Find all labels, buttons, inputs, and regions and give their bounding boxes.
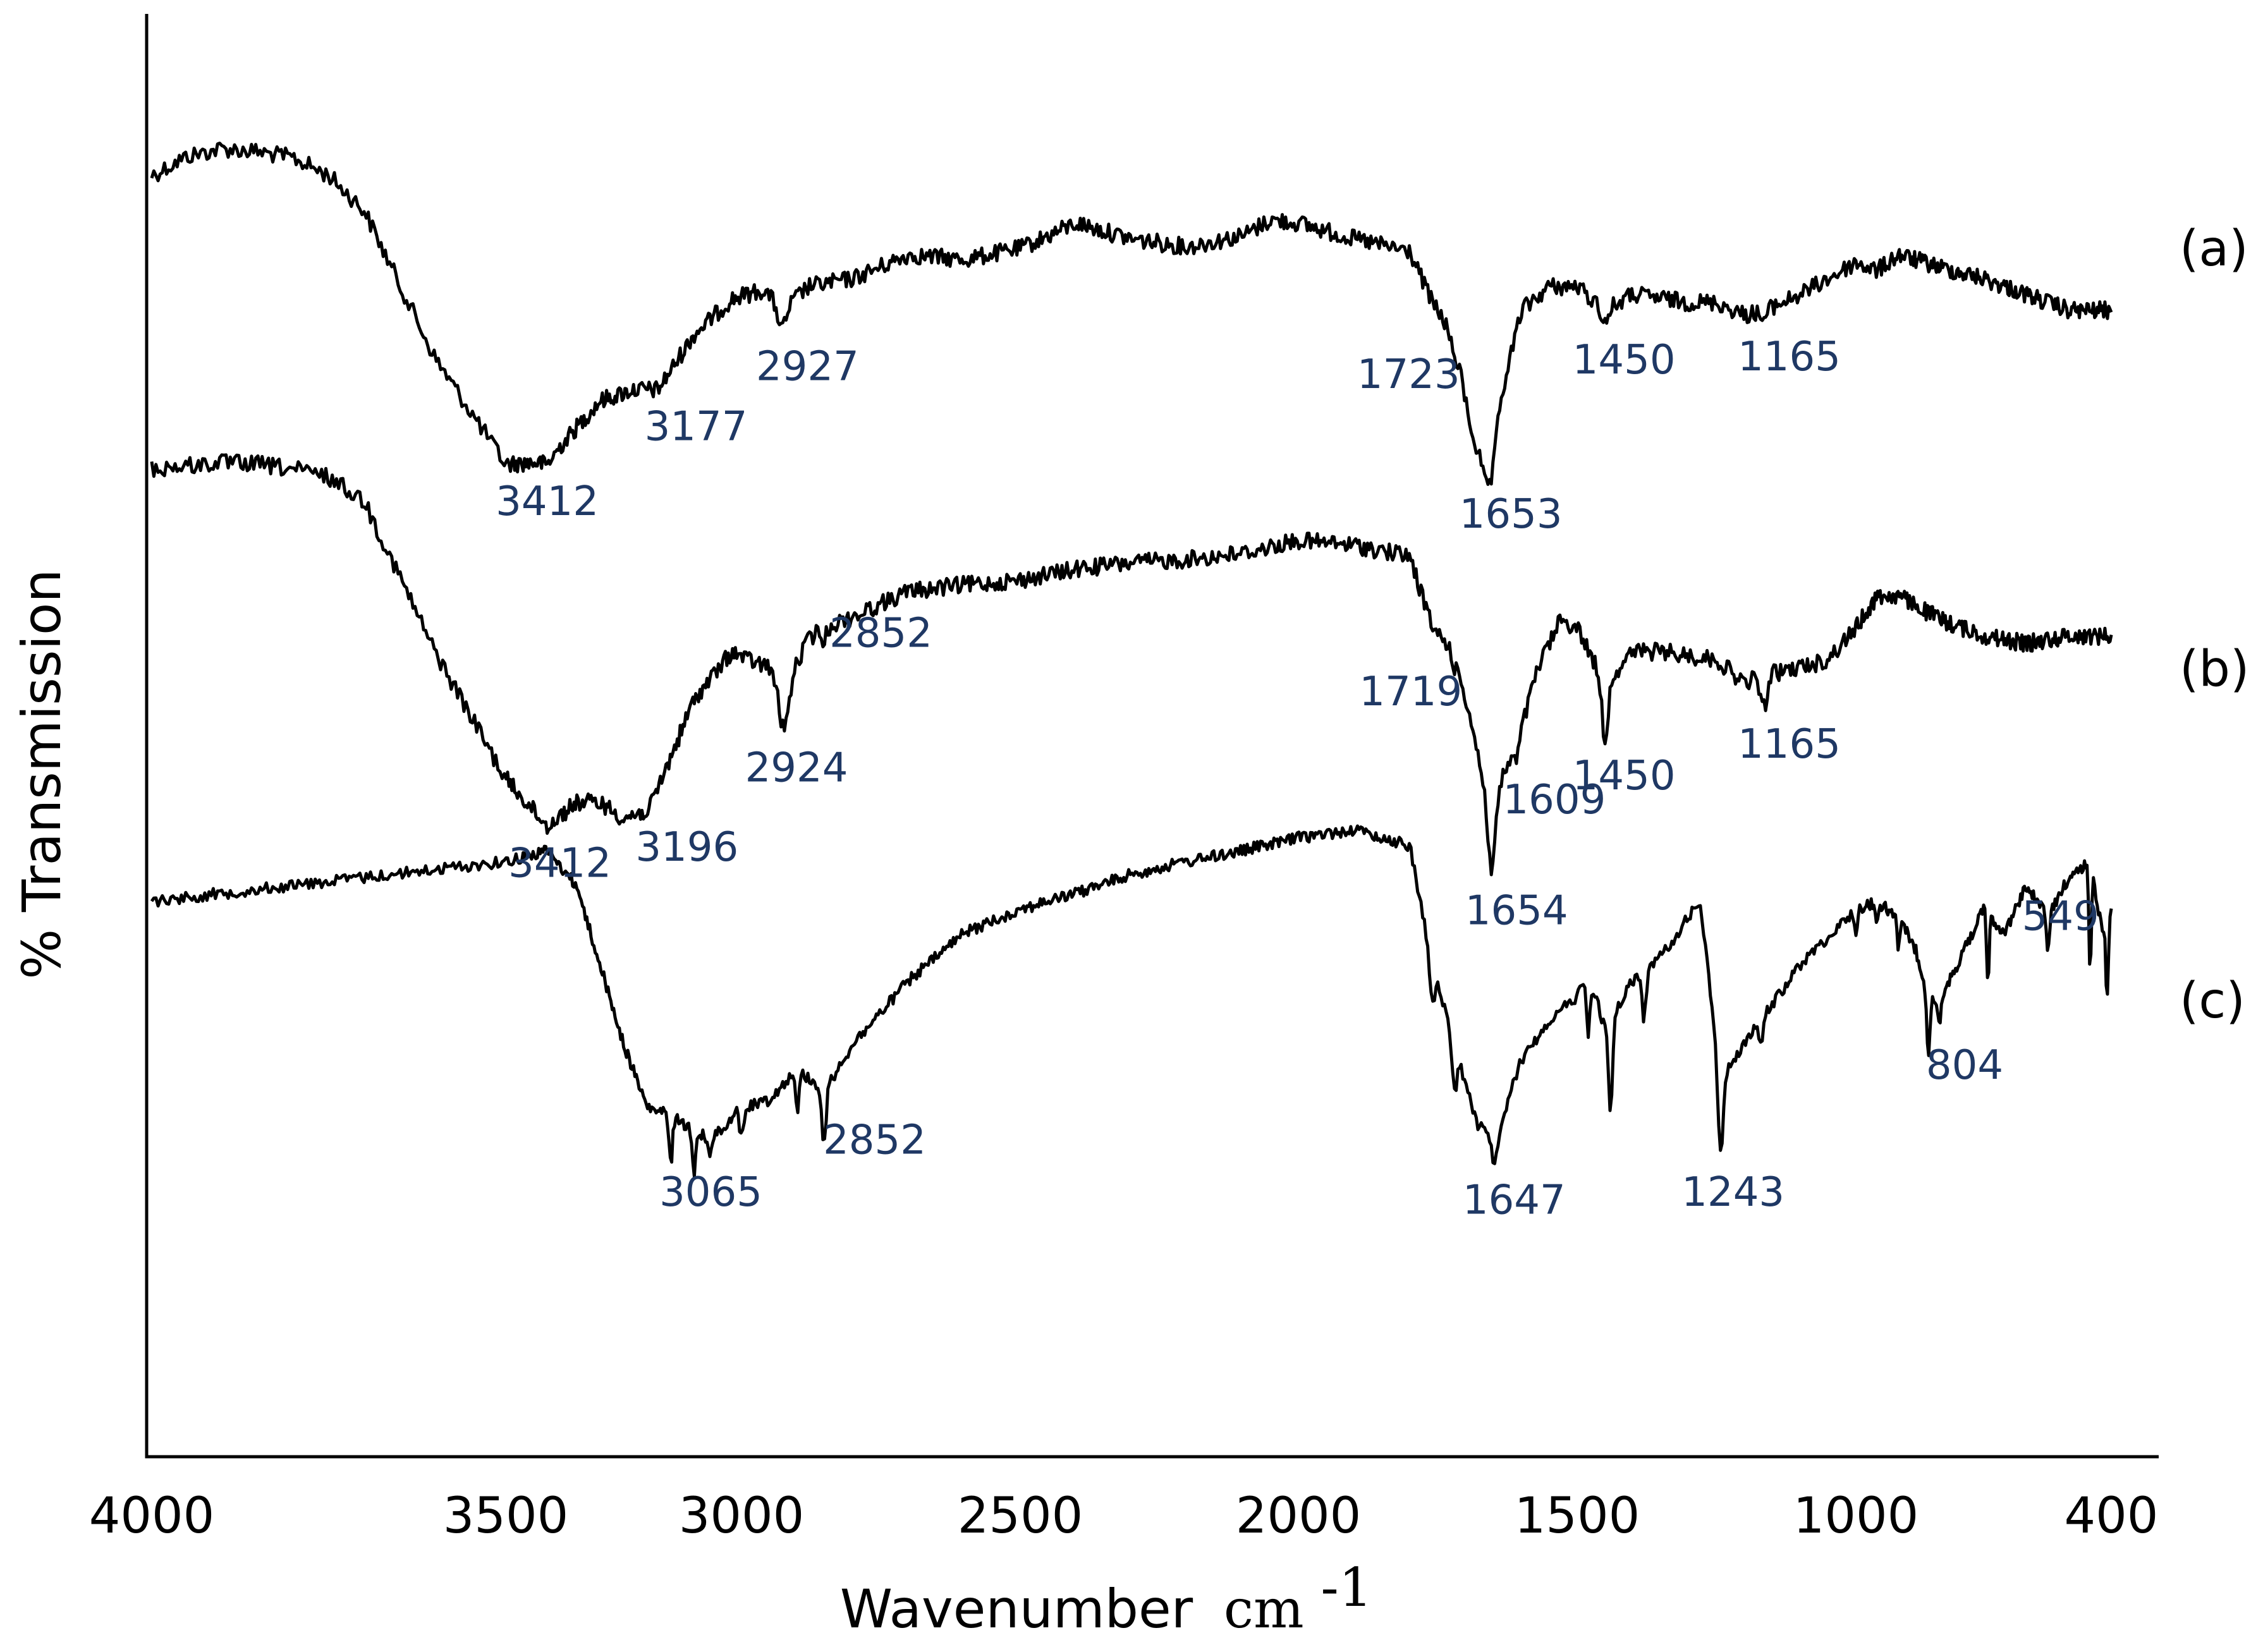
peak-label-c-549: 549 [2022, 893, 2099, 940]
peak-label-b-3196: 3196 [635, 824, 738, 871]
x-tick-label-3500: 3500 [443, 1488, 569, 1545]
x-tick-label-4000: 4000 [89, 1488, 215, 1545]
x-tick-labels: 4000 3500 3000 2500 2000 1500 1000 400 [89, 1488, 2159, 1545]
peak-label-c-2852: 2852 [823, 1117, 926, 1163]
peak-label-b-1654: 1654 [1465, 888, 1568, 935]
peak-label-c-3065: 3065 [659, 1169, 762, 1216]
x-tick-label-2500: 2500 [958, 1488, 1083, 1545]
x-axis-title-text: Wavenumber [840, 1578, 1193, 1640]
x-tick-label-1500: 1500 [1515, 1488, 1640, 1545]
peak-label-a-3177: 3177 [645, 404, 748, 451]
series-label-b: (b) [2180, 641, 2249, 698]
peak-label-c-1647: 1647 [1463, 1177, 1566, 1224]
series-label-c: (c) [2180, 973, 2245, 1029]
peak-label-a-1450: 1450 [1573, 337, 1676, 384]
chart-frame-axis-lines [145, 14, 2159, 1459]
series-label-a: (a) [2180, 221, 2248, 277]
peak-label-b-3412: 3412 [508, 840, 611, 887]
spectrum-line-a [150, 142, 2113, 486]
spectra-series [150, 142, 2113, 1179]
peak-label-b-1719: 1719 [1359, 669, 1462, 715]
peak-label-a-1723: 1723 [1357, 351, 1460, 398]
peak-label-a-1653: 1653 [1460, 491, 1563, 538]
peak-label-b-2852: 2852 [829, 610, 932, 657]
spectrum-line-b [150, 453, 2113, 877]
spectrum-line-c [150, 824, 2113, 1179]
x-tick-label-400: 400 [2065, 1488, 2159, 1545]
x-tick-label-1000: 1000 [1793, 1488, 1919, 1545]
peak-label-b-2924: 2924 [745, 745, 848, 792]
x-axis-title-unit-superscript: -1 [1321, 1557, 1372, 1619]
x-axis-title: Wavenumber cm -1 [840, 1557, 1372, 1640]
y-axis-title: % Transmission [11, 569, 73, 979]
x-tick-label-2000: 2000 [1236, 1488, 1362, 1545]
peak-label-c-1243: 1243 [1681, 1169, 1784, 1216]
peak-label-a-2927: 2927 [756, 343, 859, 390]
chart-axes [145, 14, 2159, 1459]
peak-label-b-1450: 1450 [1573, 753, 1676, 799]
peak-label-b-1609: 1609 [1503, 777, 1606, 823]
x-tick-label-3000: 3000 [679, 1488, 805, 1545]
peak-label-a-3412: 3412 [496, 478, 599, 525]
peak-label-b-1165: 1165 [1738, 721, 1841, 768]
peak-label-c-804: 804 [1926, 1042, 2003, 1089]
x-axis-title-unit: cm [1224, 1578, 1304, 1640]
peak-label-a-1165: 1165 [1738, 334, 1841, 380]
series-labels: (a) (b) (c) [2180, 221, 2249, 1029]
